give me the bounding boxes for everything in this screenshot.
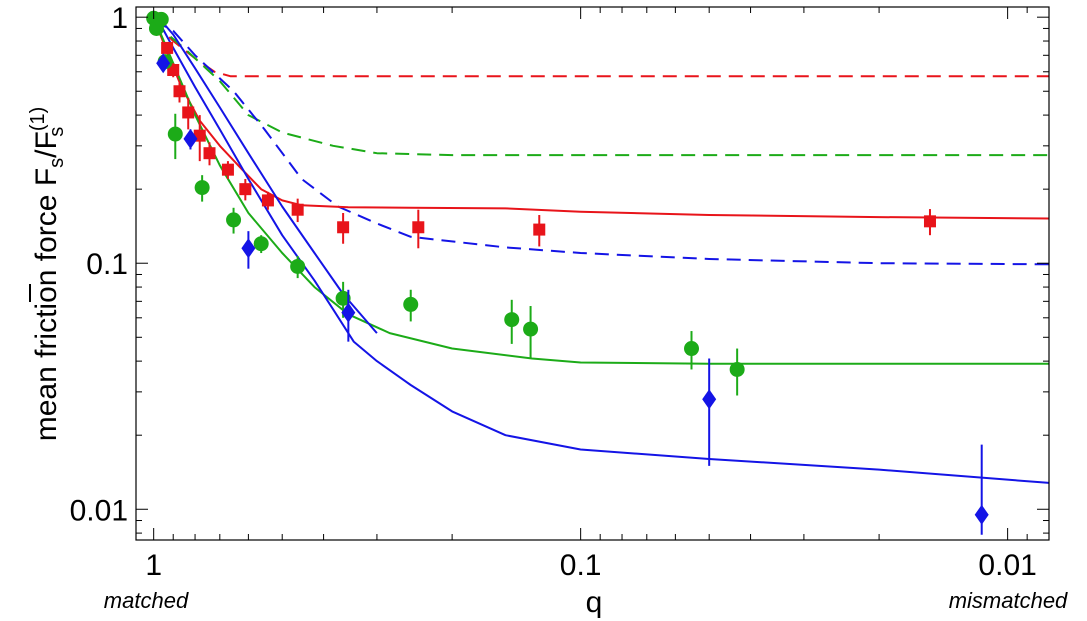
square-marker (337, 221, 350, 234)
model-curve-dashed (152, 20, 1049, 78)
matched-label: matched (104, 588, 189, 613)
square-marker (533, 223, 546, 236)
y-axis-sub-s: s (46, 158, 68, 168)
square-marker (182, 106, 195, 119)
square-marker (923, 215, 936, 228)
plot-frame (135, 6, 1050, 541)
mismatched-label: mismatched (949, 588, 1068, 613)
model-curve-solid (152, 11, 378, 334)
circle-marker (684, 341, 700, 357)
circle-marker (167, 126, 183, 142)
circle-marker (403, 296, 419, 312)
x-axis-label: q (586, 586, 603, 619)
circle-marker (153, 11, 169, 27)
y-axis-fbar: F (30, 168, 63, 186)
x-tick-label: 0.01 (978, 549, 1036, 582)
square-marker (173, 85, 186, 98)
y-tick-label: 0.1 (86, 248, 128, 281)
y-tick-label: 0.01 (70, 494, 128, 527)
diamond-marker (341, 302, 356, 323)
square-marker (261, 194, 274, 207)
model-curve-dashed (153, 19, 1050, 266)
x-tick-label: 0.1 (560, 549, 602, 582)
model-curve-solid (152, 16, 1049, 365)
circle-marker (253, 236, 269, 252)
diamond-marker (974, 504, 989, 525)
diamond-marker (156, 53, 171, 74)
diamond-marker (183, 128, 198, 149)
model-curve-dashed (153, 21, 1049, 157)
svg-text:mean friction force Fs/F(1)s: mean friction force Fs/F(1)s (27, 107, 68, 442)
diamond-marker (241, 238, 256, 259)
square-marker (221, 163, 234, 176)
y-tick-label: 1 (111, 2, 128, 35)
circle-marker (226, 212, 242, 228)
square-marker (239, 183, 252, 196)
diamond-marker (702, 389, 717, 410)
circle-marker (290, 258, 306, 274)
y-axis-label: mean friction force Fs/F(1)s (27, 107, 68, 442)
circle-marker (194, 180, 210, 196)
square-marker (412, 221, 425, 234)
axis-ticks: 1 0.1 0.01 1 0.1 0.01 (70, 2, 1049, 582)
circle-marker (335, 290, 351, 306)
square-marker (161, 41, 174, 54)
y-axis-label-prefix: mean friction force (30, 186, 63, 441)
x-tick-label: 1 (145, 549, 162, 582)
circle-marker (729, 361, 745, 377)
circle-marker (504, 312, 520, 328)
model-curve-solid (152, 16, 1050, 220)
model-curves (152, 11, 1050, 484)
model-curve-solid (152, 11, 1050, 484)
circle-marker (523, 321, 539, 337)
square-marker (203, 147, 216, 160)
square-marker (291, 203, 304, 216)
data-markers (146, 10, 989, 535)
